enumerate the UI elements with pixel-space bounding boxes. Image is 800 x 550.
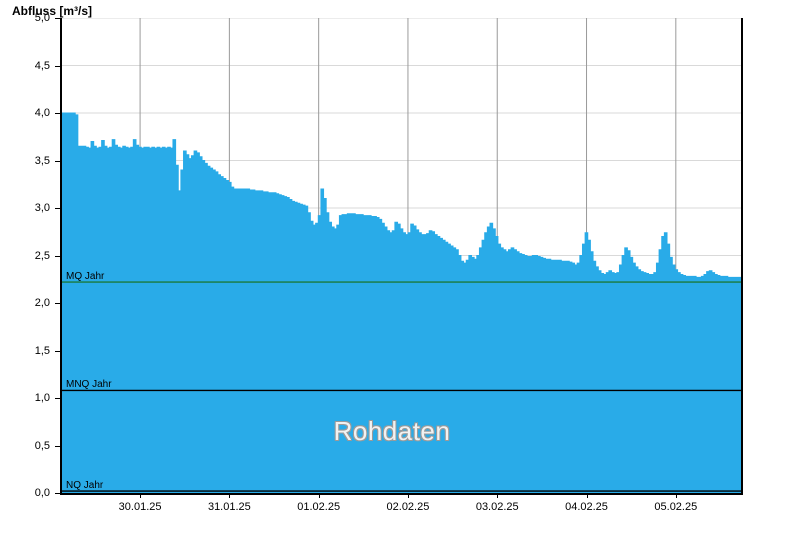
plot-area xyxy=(62,18,741,493)
y-tick-label: 0,5 xyxy=(34,439,50,452)
x-tick-mark xyxy=(140,493,142,498)
y-tick-mark xyxy=(55,18,60,19)
y-tick-mark xyxy=(55,398,60,399)
x-tick-mark xyxy=(586,493,588,498)
x-tick-label: 30.01.25 xyxy=(118,501,162,513)
y-tick-label: 3,5 xyxy=(34,154,50,167)
reference-label-mq-jahr: MQ Jahr xyxy=(66,271,105,283)
reference-label-mnq-jahr: MNQ Jahr xyxy=(66,379,112,391)
x-tick-label: 31.01.25 xyxy=(207,501,251,513)
x-tick-label: 02.02.25 xyxy=(386,501,430,513)
y-tick-label: 2,0 xyxy=(34,297,50,309)
x-tick-mark xyxy=(229,493,231,498)
y-tick-mark xyxy=(55,255,60,257)
y-tick-mark xyxy=(55,113,60,114)
y-tick-mark xyxy=(55,303,60,304)
x-tick-label: 04.02.25 xyxy=(565,501,608,513)
watermark-rohdaten: Rohdaten xyxy=(333,416,451,446)
chart-canvas xyxy=(62,18,741,493)
x-tick-label: 03.02.25 xyxy=(475,501,519,513)
y-tick-mark xyxy=(55,493,60,494)
y-tick-label: 1,5 xyxy=(34,344,50,357)
y-tick-label: 0,0 xyxy=(34,487,50,499)
y-tick-label: 1,0 xyxy=(34,392,50,404)
x-tick-mark xyxy=(497,493,499,498)
y-tick-label: 3,0 xyxy=(34,202,50,214)
x-tick-mark xyxy=(318,493,320,498)
y-tick-label: 4,5 xyxy=(34,59,50,72)
y-tick-label: 4,0 xyxy=(34,107,50,119)
y-tick-label: 5,0 xyxy=(34,12,50,24)
reference-label-nq-jahr: NQ Jahr xyxy=(66,480,104,492)
y-tick-mark xyxy=(55,160,60,162)
y-tick-mark xyxy=(55,350,60,352)
y-tick-label: 2,5 xyxy=(34,249,50,262)
x-tick-mark xyxy=(675,493,677,498)
x-tick-label: 01.02.25 xyxy=(297,501,341,513)
x-tick-mark xyxy=(407,493,409,498)
y-axis-title: Abfluss [m³/s] xyxy=(12,4,93,18)
y-tick-mark xyxy=(55,445,60,447)
y-tick-mark xyxy=(55,208,60,209)
y-tick-mark xyxy=(55,65,60,67)
x-tick-label: 05.02.25 xyxy=(654,501,698,513)
